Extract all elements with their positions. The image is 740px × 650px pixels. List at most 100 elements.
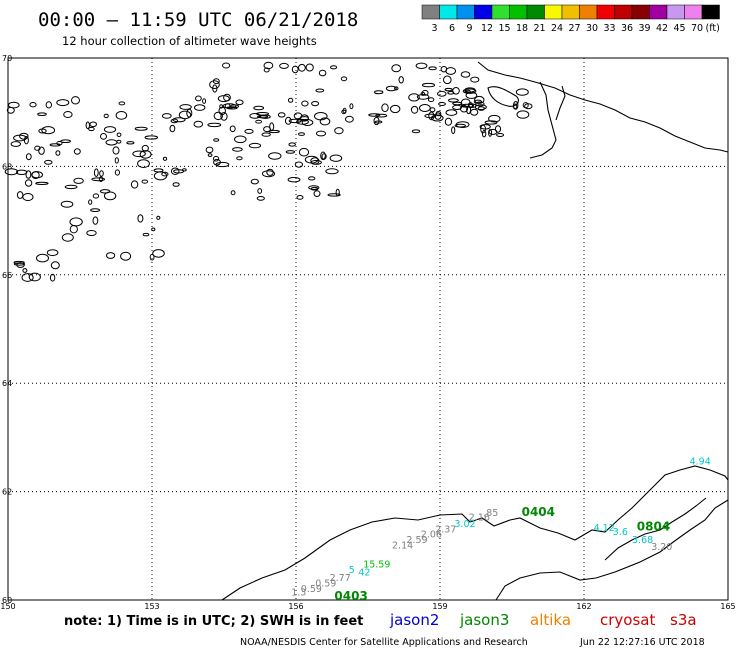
satellite-legend: jason2 jason3 altika cryosat s3a	[389, 611, 697, 629]
ice-floe	[229, 104, 240, 109]
swh-value: .85	[483, 508, 498, 519]
ice-floe	[445, 109, 458, 116]
ice-floe	[466, 105, 472, 115]
ice-floe	[92, 216, 99, 225]
ice-floe	[182, 168, 187, 172]
ice-floe	[116, 132, 122, 138]
legend-swatch	[439, 4, 458, 20]
ice-floe	[375, 113, 388, 118]
legend-swatch	[666, 4, 685, 20]
ice-floe	[89, 121, 97, 128]
ice-floe	[23, 136, 29, 145]
swh-value: 3.20	[651, 542, 672, 553]
ice-floe	[374, 120, 383, 124]
ice-floe	[88, 126, 95, 132]
ice-floe	[115, 111, 128, 120]
ice-floe	[315, 88, 325, 93]
ice-floe	[218, 106, 226, 116]
ice-floe	[368, 113, 381, 117]
ice-floe	[207, 122, 222, 128]
ice-floe	[248, 142, 262, 149]
ice-floe	[481, 130, 487, 138]
swh-value: 5	[349, 565, 355, 576]
sea-ice-floes	[4, 61, 533, 282]
legend-swatch	[526, 4, 545, 20]
ice-floe	[285, 150, 296, 154]
ice-floe	[205, 146, 214, 154]
ice-floe	[44, 159, 53, 165]
ice-floe	[428, 66, 437, 71]
latitude-label: 64	[2, 379, 12, 388]
legend-swatch	[614, 4, 633, 20]
ice-floe	[222, 103, 237, 109]
ice-floe	[99, 170, 104, 177]
ice-floe	[266, 168, 274, 176]
legend-label: 24	[551, 23, 563, 34]
ice-floe	[455, 121, 470, 128]
ice-floe	[118, 101, 126, 106]
ice-floe	[4, 168, 19, 176]
swh-value: 2.77	[330, 573, 351, 584]
ice-floe	[112, 146, 120, 155]
ice-floe	[444, 87, 453, 92]
ice-floe	[16, 262, 25, 268]
ice-floe	[132, 150, 146, 158]
ice-floe	[60, 200, 74, 208]
coastlines	[221, 61, 729, 601]
ice-floe	[296, 195, 304, 200]
longitude-label: 159	[432, 602, 447, 611]
ice-floe	[213, 111, 224, 121]
ice-floe	[34, 145, 41, 151]
ice-floe	[315, 130, 327, 137]
ice-floe	[452, 101, 463, 106]
legend-label: 42	[656, 23, 668, 34]
ice-floe	[325, 168, 339, 175]
ice-floe	[120, 251, 132, 261]
ice-floe	[49, 273, 56, 282]
ice-floe	[285, 116, 292, 125]
ice-floe	[106, 252, 116, 259]
ice-floe	[61, 233, 74, 242]
ice-floe	[437, 90, 447, 97]
ice-floe	[141, 144, 149, 152]
satellite-name-s3a: s3a	[670, 611, 697, 629]
ice-floe	[229, 125, 236, 133]
ice-floe	[88, 199, 93, 205]
ice-floe	[452, 104, 463, 111]
ice-floe	[421, 89, 429, 96]
legend-label: 3	[431, 23, 437, 34]
ice-floe	[250, 178, 259, 185]
legend-label: 33	[603, 23, 615, 34]
ice-floe	[259, 114, 271, 119]
map-frame	[7, 57, 729, 601]
ice-floe	[244, 128, 254, 134]
ice-floe	[114, 169, 121, 176]
latitude-label: 60	[2, 596, 12, 605]
ice-floe	[56, 99, 70, 107]
ice-floe	[349, 103, 354, 110]
ice-floe	[232, 147, 243, 152]
ice-floe	[195, 95, 202, 102]
ice-floe	[330, 65, 338, 70]
figure-subtitle: 12 hour collection of altimeter wave hei…	[62, 34, 317, 48]
pass-id-label: 0804	[637, 520, 670, 534]
ice-floe	[420, 91, 426, 96]
ice-floe	[308, 185, 320, 190]
ice-floe	[287, 97, 294, 103]
ice-floe	[293, 112, 303, 120]
north-coast	[477, 61, 729, 153]
legend-swatch	[509, 4, 528, 20]
ice-floe	[202, 98, 207, 104]
ice-floe	[230, 190, 236, 196]
ice-floe	[100, 133, 107, 140]
ice-floe	[16, 169, 28, 176]
color-scale-legend: 3 6 9 12 15 18 21 24 27 30 33 36 39 42 45 70 (ft)	[421, 4, 720, 34]
ice-floe	[172, 182, 180, 187]
ice-floe	[488, 114, 501, 123]
ice-floe	[37, 112, 47, 116]
ice-floe	[513, 101, 519, 110]
ice-floe	[421, 82, 436, 88]
ice-floe	[269, 122, 275, 131]
latitude-label: 66	[2, 271, 12, 280]
ice-floe	[85, 121, 91, 130]
